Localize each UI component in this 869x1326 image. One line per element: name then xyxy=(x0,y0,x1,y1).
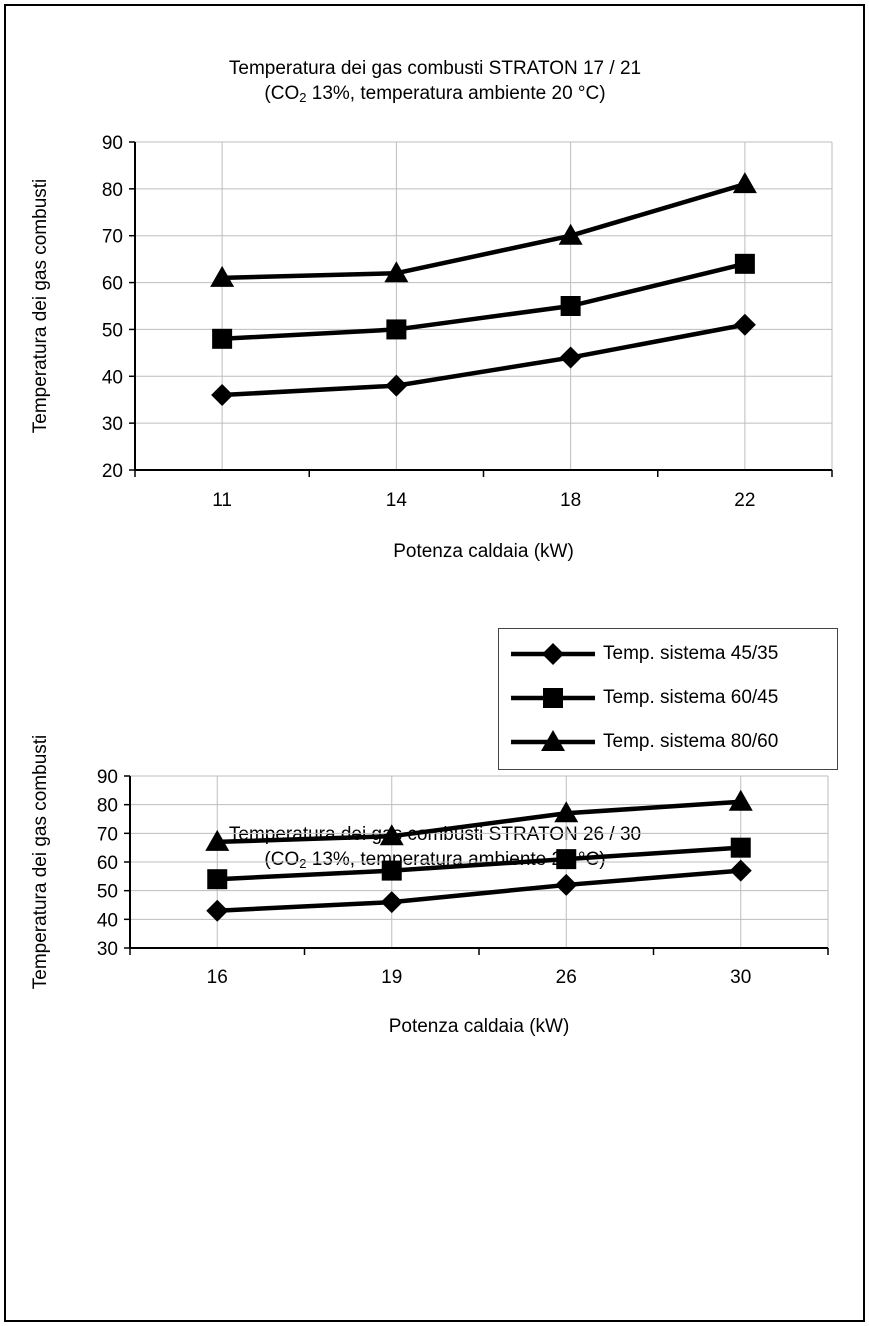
y-tick-label: 40 xyxy=(102,367,123,388)
x-tick-label: 11 xyxy=(212,490,232,511)
legend-label-1: Temp. sistema 45/35 xyxy=(603,643,779,664)
y-tick-label: 90 xyxy=(102,133,123,154)
chart-1-subtitle: (CO2 13%, temperatura ambiente 20 °C) xyxy=(150,81,720,110)
chart-1-subtitle-prefix: (CO xyxy=(264,83,300,104)
chart-1-subtitle-subscript: 2 xyxy=(299,90,307,105)
y-tick-label: 40 xyxy=(97,910,118,931)
data-point-triangle xyxy=(558,223,583,245)
y-tick-label: 70 xyxy=(102,227,123,248)
data-point-square xyxy=(386,319,407,340)
y-tick-label: 20 xyxy=(102,461,123,482)
data-point-diamond xyxy=(733,313,756,336)
y-tick-label: 50 xyxy=(102,320,123,341)
data-point-triangle xyxy=(554,801,579,823)
chart-1-title-block: Temperatura dei gas combusti STRATON 17 … xyxy=(150,56,720,110)
data-point-square xyxy=(556,849,577,870)
y-tick-label: 60 xyxy=(97,853,118,874)
data-point-diamond xyxy=(211,384,234,407)
legend-item-1: Temp. sistema 45/35 xyxy=(509,639,839,669)
y-tick-label: 70 xyxy=(97,824,118,845)
y-axis-label: Temperatura dei gas combusti xyxy=(30,179,51,434)
x-tick-label: 19 xyxy=(381,967,402,988)
series-line-1 xyxy=(222,322,746,398)
page-frame xyxy=(4,4,865,1322)
chart-1-title: Temperatura dei gas combusti STRATON 17 … xyxy=(228,58,642,79)
series-line-3 xyxy=(222,182,746,281)
legend-square-icon xyxy=(511,688,595,708)
data-point-triangle xyxy=(210,265,235,287)
data-point-square xyxy=(734,253,755,274)
data-point-diamond xyxy=(385,374,408,397)
x-axis-label: Potenza caldaia (kW) xyxy=(389,1016,570,1037)
data-point-square xyxy=(381,860,402,881)
y-axis-label: Temperatura dei gas combusti xyxy=(30,735,51,990)
x-tick-label: 22 xyxy=(734,490,755,511)
series-line-3 xyxy=(217,799,741,845)
series-line-2 xyxy=(222,261,746,342)
x-tick-label: 30 xyxy=(730,967,751,988)
legend-marker xyxy=(542,643,564,665)
legend-item-3: Temp. sistema 80/60 xyxy=(509,727,839,757)
data-point-square xyxy=(730,837,751,858)
y-tick-label: 80 xyxy=(102,180,123,201)
data-point-diamond xyxy=(555,873,578,896)
data-point-diamond xyxy=(729,859,752,882)
legend-label-2: Temp. sistema 60/45 xyxy=(603,687,779,708)
legend-diamond-icon xyxy=(511,643,595,665)
data-point-triangle xyxy=(728,789,753,811)
data-point-diamond xyxy=(380,891,403,914)
x-axis-label: Potenza caldaia (kW) xyxy=(393,541,574,562)
data-point-square xyxy=(560,296,581,316)
x-tick-label: 14 xyxy=(386,490,408,511)
data-point-diamond xyxy=(559,346,582,369)
data-point-triangle xyxy=(732,172,757,194)
y-tick-label: 60 xyxy=(102,274,123,295)
x-tick-label: 16 xyxy=(207,967,228,988)
data-point-diamond xyxy=(206,899,229,922)
legend-triangle-icon xyxy=(511,730,595,751)
x-tick-label: 26 xyxy=(556,967,577,988)
data-point-triangle xyxy=(384,261,409,283)
data-point-triangle xyxy=(379,824,404,846)
chart-1-subtitle-suffix: 13%, temperatura ambiente 20 °C) xyxy=(306,83,606,104)
legend-label-3: Temp. sistema 80/60 xyxy=(603,731,779,752)
legend-item-2: Temp. sistema 60/45 xyxy=(509,683,839,713)
y-tick-label: 50 xyxy=(97,882,118,903)
data-point-square xyxy=(212,328,233,349)
chart-2-subtitle-subscript: 2 xyxy=(299,856,307,871)
chart-2-subtitle-prefix: (CO xyxy=(264,849,300,870)
y-tick-label: 30 xyxy=(102,414,123,435)
series-line-2 xyxy=(217,845,741,882)
legend-marker xyxy=(541,730,565,751)
y-tick-label: 30 xyxy=(97,939,118,960)
data-point-square xyxy=(207,869,228,890)
y-tick-label: 80 xyxy=(97,796,118,817)
data-point-triangle xyxy=(205,829,230,851)
x-tick-label: 18 xyxy=(560,490,581,511)
legend-marker xyxy=(543,688,563,708)
y-tick-label: 90 xyxy=(97,767,118,788)
legend: Temp. sistema 45/35 Temp. sistema 60/45 … xyxy=(498,628,838,770)
series-line-1 xyxy=(217,868,741,913)
